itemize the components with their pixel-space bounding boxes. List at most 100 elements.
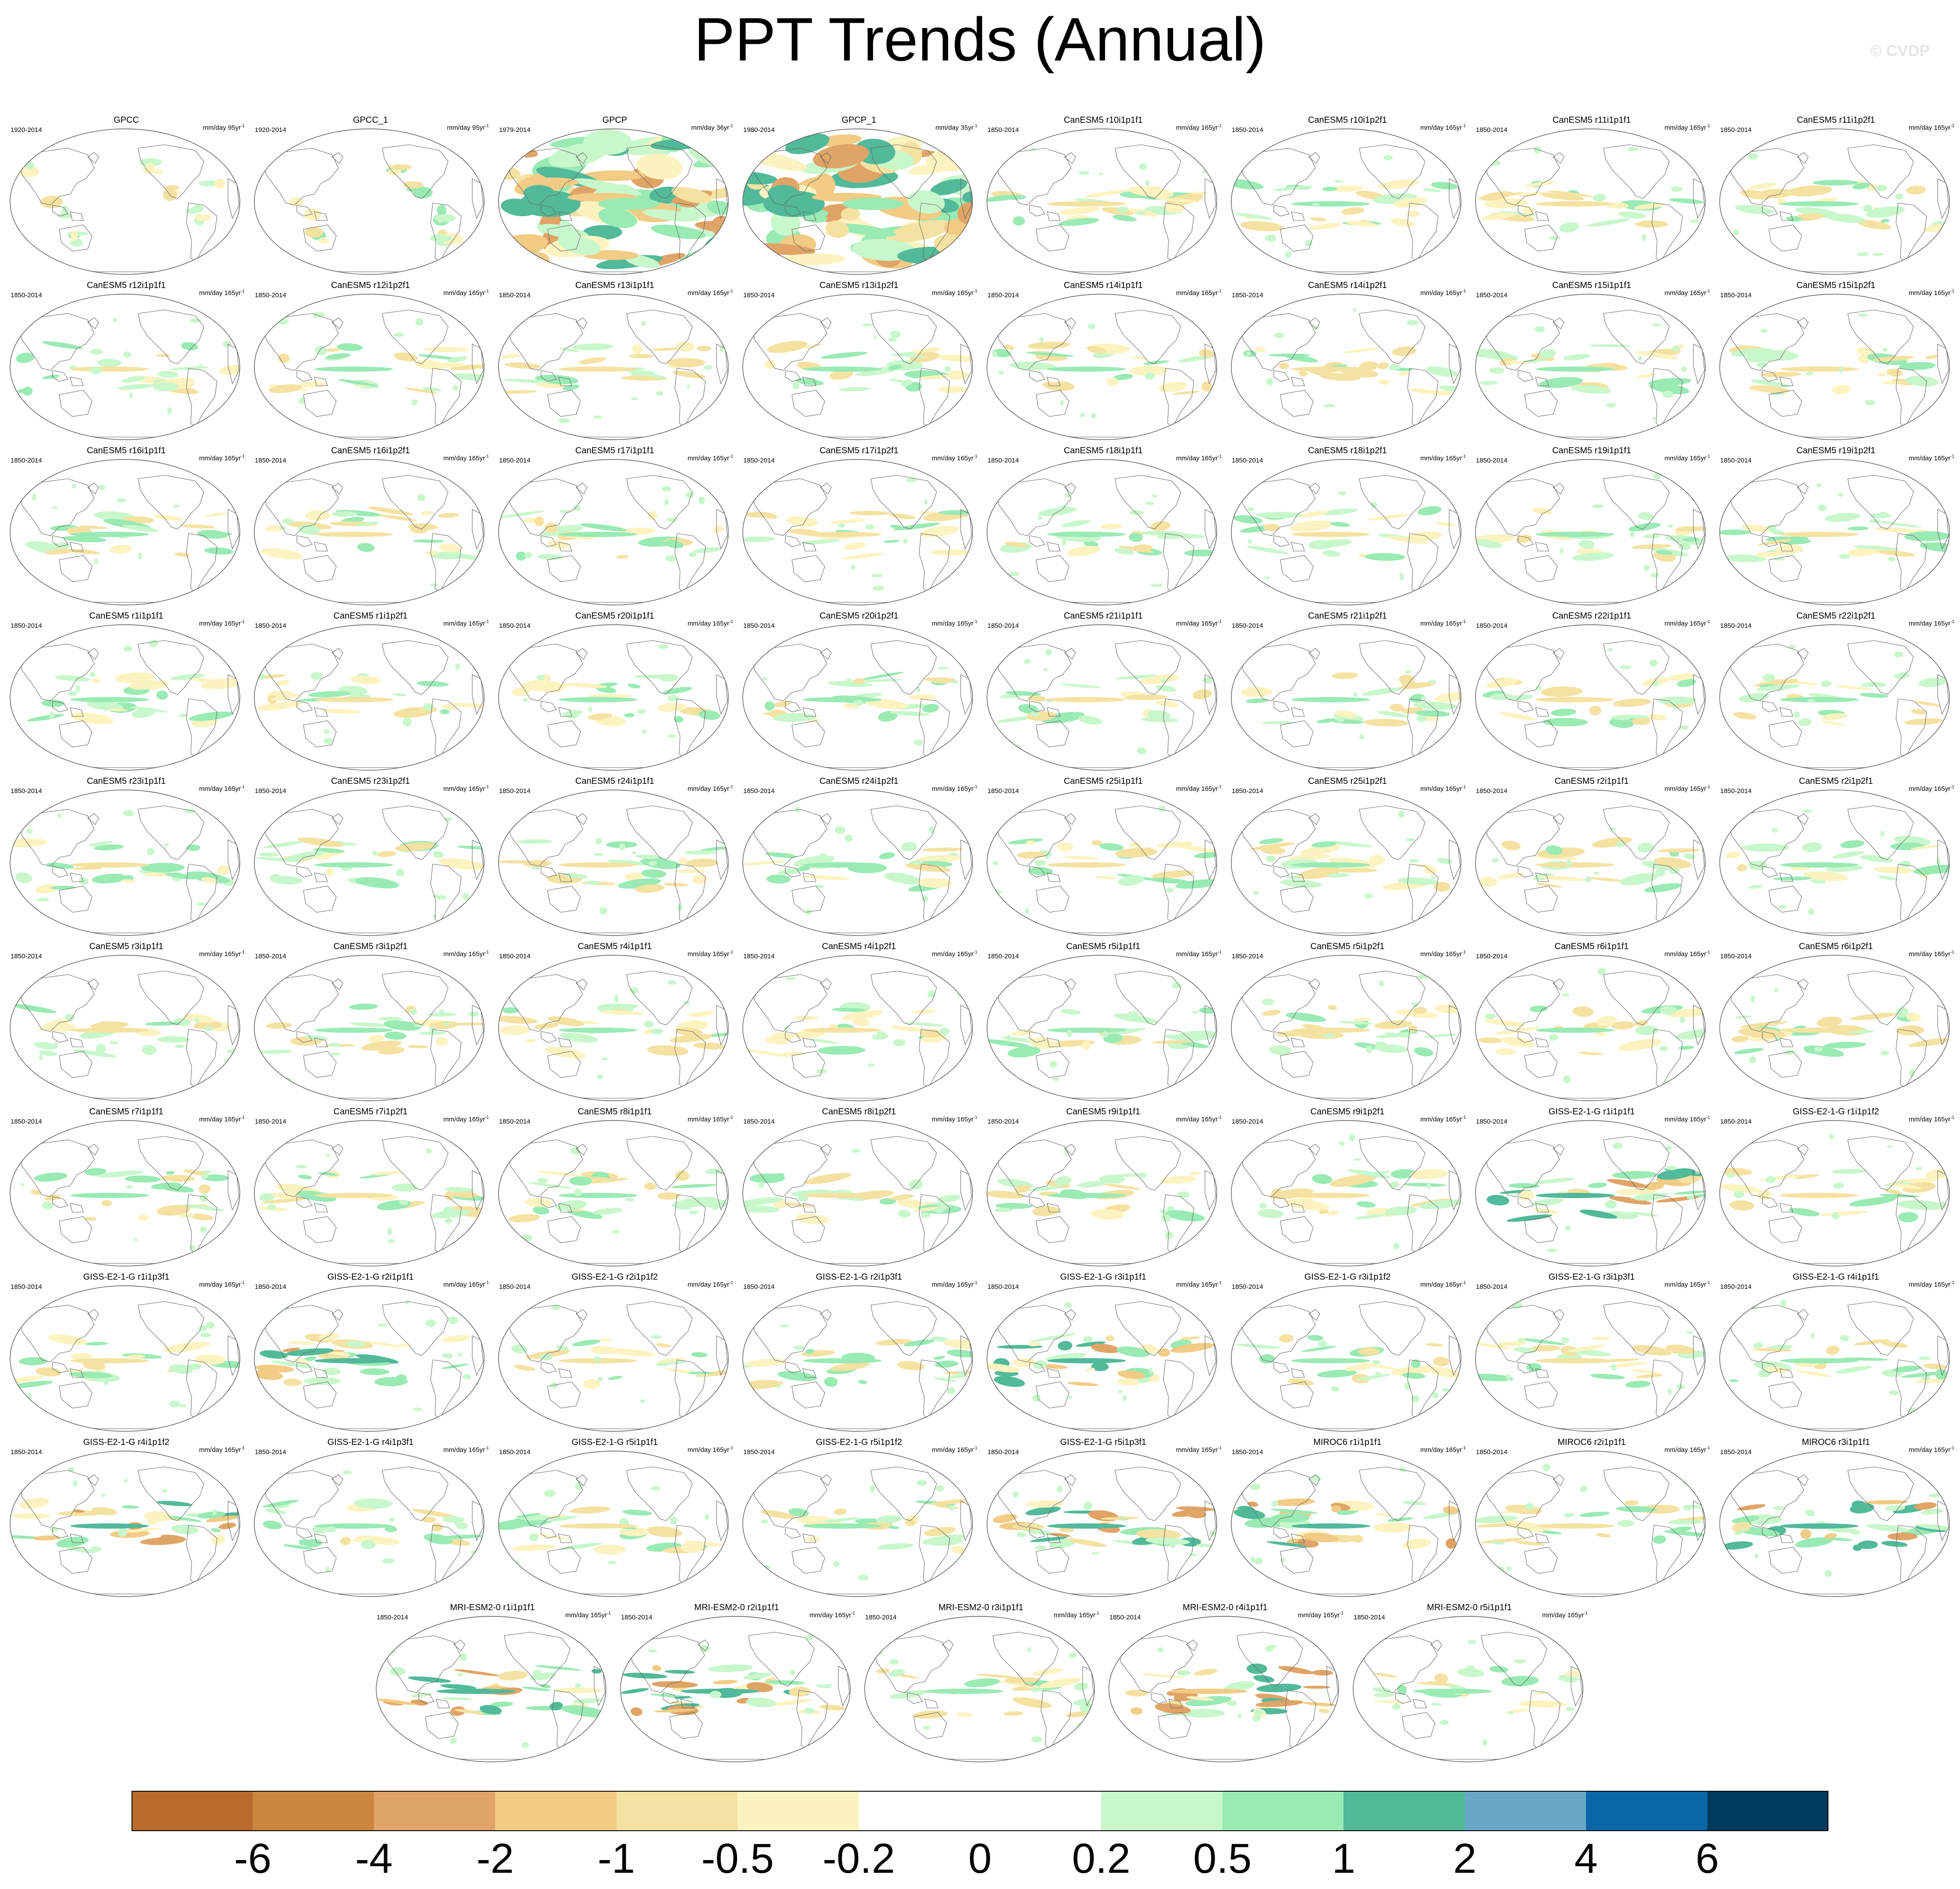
panel-units-text: mm/day 165yr xyxy=(443,289,485,297)
map-border xyxy=(987,294,1217,440)
cvdp-watermark: © CVDP xyxy=(1870,42,1930,60)
trend-map xyxy=(10,624,240,771)
panel-title: CanESM5 r19i1p1f1 xyxy=(1552,446,1632,455)
panel-period: 1850-2014 xyxy=(987,1448,1019,1456)
map-panel: CanESM5 r22i1p1f1 1850-2014 mm/day 165yr-1 xyxy=(1470,611,1714,776)
panel-title: CanESM5 r14i1p1f1 xyxy=(1063,281,1143,290)
map-panel: GISS-E2-1-G r2i1p3f1 1850-2014 mm/day 165y… xyxy=(737,1272,981,1437)
units-exponent: -1 xyxy=(1462,124,1466,128)
panel-units-text: mm/day 165yr xyxy=(1664,950,1707,958)
colorbar-segment xyxy=(616,1791,738,1831)
trend-map xyxy=(1719,955,1950,1101)
map-border xyxy=(987,128,1217,275)
panel-units-text: mm/day 165yr xyxy=(443,1116,485,1123)
coastlines xyxy=(996,470,1216,603)
panel-period: 1850-2014 xyxy=(621,1614,652,1621)
panel-units-text: mm/day 165yr xyxy=(688,620,730,627)
panel-period: 1850-2014 xyxy=(1476,1118,1507,1125)
trend-map xyxy=(1231,128,1461,275)
map-border xyxy=(1231,624,1461,771)
panel-units-text: mm/day 165yr xyxy=(1420,950,1462,958)
panel-units-text: mm/day 165yr xyxy=(565,1612,607,1619)
panel-units: mm/day 165yr-1 xyxy=(199,289,245,297)
map-panel: CanESM5 r6i1p2f1 1850-2014 mm/day 165yr-1 xyxy=(1714,941,1958,1106)
trend-field xyxy=(1475,323,1691,420)
units-exponent: -1 xyxy=(1462,289,1466,294)
map-panel: MRI-ESM2-0 r1i1p1f1 1850-2014 mm/day 165yr… xyxy=(371,1602,614,1767)
trend-map xyxy=(1719,624,1950,771)
trend-map xyxy=(1719,790,1950,936)
trend-map xyxy=(254,459,485,605)
map-border xyxy=(1231,459,1461,605)
panel-title: CanESM5 r25i1p1f1 xyxy=(1063,776,1143,786)
map-border xyxy=(742,294,973,440)
trend-map xyxy=(254,128,485,275)
map-border xyxy=(987,1451,1217,1597)
panel-units: mm/day 165yr-1 xyxy=(1176,454,1222,462)
panel-units-text: mm/day 165yr xyxy=(443,1281,485,1288)
map-border xyxy=(10,624,240,771)
panel-period: 1850-2014 xyxy=(1720,787,1752,795)
trend-field xyxy=(1729,313,1939,406)
units-exponent: -1 xyxy=(1462,1115,1466,1120)
panel-units: mm/day 165yr-1 xyxy=(688,289,733,297)
trend-map xyxy=(254,294,485,440)
map-border xyxy=(1231,294,1461,440)
trend-map xyxy=(10,128,240,275)
panel-title: CanESM5 r21i1p1f1 xyxy=(1063,611,1143,621)
panel-period: 1850-2014 xyxy=(1232,126,1263,134)
panel-units: mm/day 165yr-1 xyxy=(1176,950,1222,958)
panel-units-text: mm/day 165yr xyxy=(688,785,730,793)
units-exponent: -1 xyxy=(485,124,489,128)
panel-period: 1850-2014 xyxy=(1232,292,1263,299)
trend-map xyxy=(1475,1120,1706,1266)
figure-title: PPT Trends (Annual) xyxy=(694,5,1266,74)
panel-units-text: mm/day 165yr xyxy=(1176,785,1218,793)
trend-field xyxy=(25,483,234,564)
panel-units: mm/day 165yr-1 xyxy=(1664,785,1710,793)
panel-title: CanESM5 r3i1p1f1 xyxy=(89,942,164,951)
panel-units-text: mm/day 165yr xyxy=(1176,289,1218,297)
panel-units: mm/day 165yr-1 xyxy=(1664,124,1710,132)
panel-units-text: mm/day 165yr xyxy=(199,1116,241,1123)
panel-period: 1850-2014 xyxy=(987,787,1019,795)
panel-units: mm/day 165yr-1 xyxy=(1420,1281,1466,1288)
panel-title: CanESM5 r12i1p1f1 xyxy=(86,281,166,290)
panel-units: mm/day 165yr-1 xyxy=(199,1446,245,1454)
panel-units-text: mm/day 35yr xyxy=(935,124,974,132)
panel-units-text: mm/day 165yr xyxy=(1176,1116,1218,1123)
trend-field xyxy=(1477,146,1705,241)
panel-period: 1850-2014 xyxy=(865,1614,897,1621)
units-exponent: -1 xyxy=(1706,454,1710,459)
colorbar-tick-label: 2 xyxy=(1453,1835,1477,1882)
panel-units: mm/day 165yr-1 xyxy=(1420,1446,1466,1454)
panel-title: CanESM5 r5i1p2f1 xyxy=(1310,942,1385,951)
trend-field xyxy=(254,1301,471,1412)
trend-field xyxy=(992,1486,1217,1556)
panel-period: 1850-2014 xyxy=(1354,1614,1385,1621)
map-panel: GISS-E2-1-G r3i1p1f1 1850-2014 mm/day 165y… xyxy=(981,1272,1225,1437)
map-panel: CanESM5 r2i1p2f1 1850-2014 mm/day 165yr-1 xyxy=(1714,776,1958,941)
colorbar-tick-label: 6 xyxy=(1695,1835,1719,1882)
panel-units: mm/day 165yr-1 xyxy=(1909,1115,1954,1123)
map-panel: CanESM5 r12i1p2f1 1850-2014 mm/day 165yr-1 xyxy=(249,280,492,445)
panel-title: GPCC xyxy=(114,115,139,125)
map-border xyxy=(1719,1285,1950,1432)
panel-period: 1850-2014 xyxy=(743,1118,775,1125)
panel-units-text: mm/day 165yr xyxy=(1420,124,1462,132)
panel-title: CanESM5 r5i1p1f1 xyxy=(1066,942,1140,951)
map-panel: CanESM5 r8i1p1f1 1850-2014 mm/day 165yr-1 xyxy=(493,1106,737,1271)
panel-units: mm/day 165yr-1 xyxy=(688,950,733,958)
panel-title: GISS-E2-1-G r1i1p1f1 xyxy=(1548,1107,1635,1117)
panel-period: 1850-2014 xyxy=(255,1118,286,1125)
panel-units-text: mm/day 165yr xyxy=(443,1446,485,1454)
colorbar-tick-label: -0.5 xyxy=(701,1835,774,1882)
units-exponent: -1 xyxy=(1218,124,1222,128)
panel-units-text: mm/day 165yr xyxy=(199,1281,241,1288)
panel-units: mm/day 165yr-1 xyxy=(199,950,245,958)
panel-title: GISS-E2-1-G r3i1p1f1 xyxy=(1060,1272,1147,1282)
panel-units-text: mm/day 165yr xyxy=(1909,124,1951,132)
map-panel: CanESM5 r1i1p2f1 1850-2014 mm/day 165yr-1 xyxy=(249,611,492,776)
panel-units: mm/day 165yr-1 xyxy=(443,619,489,627)
coastlines xyxy=(752,1131,972,1264)
